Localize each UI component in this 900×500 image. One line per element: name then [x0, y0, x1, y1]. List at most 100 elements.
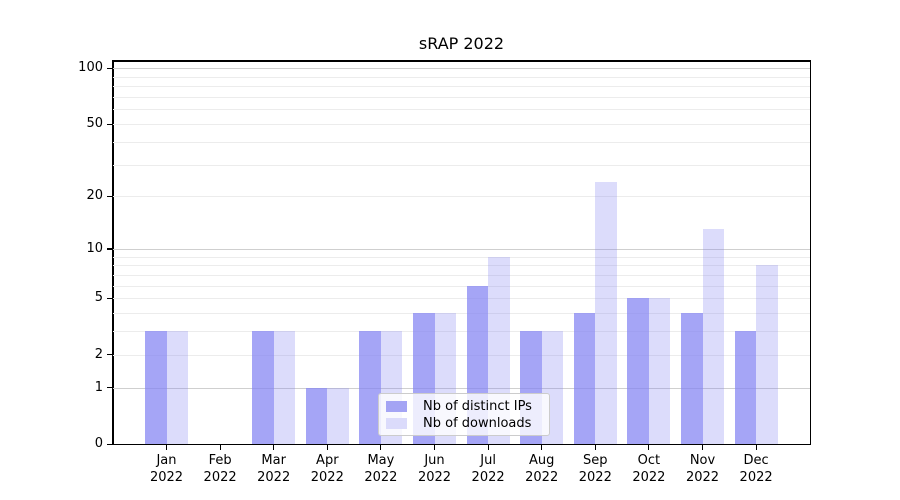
y-tick-label-10: 10 [86, 240, 103, 256]
grid-line-minor-8 [113, 265, 810, 267]
x-tick-label-month: Feb [208, 453, 232, 468]
legend-entry-downloads: Nb of downloads [386, 415, 541, 432]
y-tick-label-100: 100 [78, 60, 103, 76]
x-tick-label-sep: Sep 2022 [565, 452, 625, 486]
x-tick-label-year: 2022 [739, 470, 773, 485]
x-tick-label-year: 2022 [685, 470, 720, 485]
bar-downloads-oct [648, 298, 671, 444]
x-tick-mark-may [380, 445, 382, 450]
bar-downloads-sep [595, 182, 617, 444]
y-tick-mark-10 [107, 248, 113, 250]
y-tick-label-5: 5 [94, 290, 103, 306]
x-tick-mark-feb [219, 445, 221, 450]
grid-line-minor-20 [113, 196, 810, 198]
x-tick-label-month: Jun [424, 453, 445, 468]
x-tick-mark-jun [433, 445, 436, 450]
x-tick-label-year: 2022 [417, 470, 452, 485]
legend-entry-distinct-ips: Nb of distinct IPs [386, 398, 541, 415]
x-tick-mark-jul [487, 445, 489, 450]
x-tick-mark-aug [541, 445, 543, 450]
plot-area: Nb of distinct IPs Nb of downloads [113, 60, 810, 444]
x-tick-mark-oct [648, 445, 650, 450]
x-tick-label-mar: Mar 2022 [244, 452, 304, 486]
x-tick-label-month: Jul [480, 453, 496, 468]
y-axis-spine [112, 60, 114, 445]
y-tick-label-0: 0 [94, 436, 103, 451]
plot-right-spine [809, 60, 811, 445]
y-tick-mark-50 [107, 123, 113, 125]
grid-line-major-100 [113, 68, 810, 70]
bar-downloads-jan [166, 331, 188, 444]
x-tick-label-month: Aug [528, 453, 555, 468]
x-tick-label-month: May [367, 453, 395, 468]
x-tick-label-month: Jan [156, 453, 177, 468]
legend-label-downloads: Nb of downloads [423, 416, 532, 431]
x-tick-label-aug: Aug 2022 [512, 452, 572, 486]
x-tick-mark-jan [165, 445, 168, 450]
x-tick-label-jan: Jan 2022 [137, 452, 197, 486]
bar-distinct-ips-may [359, 331, 381, 444]
x-tick-label-year: 2022 [149, 470, 184, 485]
grid-line-minor-5 [113, 298, 810, 300]
x-tick-mark-mar [273, 445, 275, 450]
x-tick-label-month: Sep [583, 453, 608, 468]
x-tick-label-year: 2022 [632, 470, 666, 485]
x-tick-mark-dec [755, 445, 757, 450]
y-tick-label-2: 2 [94, 346, 103, 362]
grid-line-minor-40 [113, 141, 810, 143]
x-tick-label-year: 2022 [203, 470, 237, 485]
x-tick-label-apr: Apr 2022 [297, 452, 357, 486]
x-tick-label-month: Mar [261, 453, 286, 468]
x-tick-label-jun: Jun 2022 [405, 452, 465, 486]
y-tick-label-1: 1 [94, 379, 103, 395]
bar-distinct-ips-jan [145, 331, 167, 444]
x-tick-label-oct: Oct 2022 [619, 452, 679, 486]
x-tick-label-year: 2022 [578, 470, 612, 485]
x-tick-label-month: Oct [637, 453, 661, 468]
chart-title: sRAP 2022 [418, 34, 505, 53]
y-tick-label-20: 20 [86, 188, 103, 204]
grid-line-minor-3 [113, 331, 810, 333]
plot-top-spine [112, 60, 811, 62]
y-tick-mark-2 [107, 354, 113, 356]
grid-line-minor-9 [113, 256, 810, 258]
bar-downloads-nov [702, 229, 724, 444]
grid-line-minor-60 [113, 109, 810, 111]
x-tick-mark-sep [594, 445, 596, 450]
legend-swatch-distinct-ips [386, 401, 407, 412]
legend: Nb of distinct IPs Nb of downloads [378, 393, 550, 436]
grid-line-minor-6 [113, 285, 810, 287]
grid-line-major-10 [113, 248, 810, 250]
bar-distinct-ips-oct [627, 298, 649, 444]
bar-distinct-ips-nov [681, 313, 703, 444]
x-tick-label-jul: Jul 2022 [458, 452, 518, 486]
x-tick-label-month: Nov [689, 453, 716, 468]
grid-line-minor-4 [113, 313, 810, 315]
grid-line-minor-70 [113, 97, 810, 99]
grid-line-minor-7 [113, 274, 810, 276]
y-tick-mark-5 [107, 297, 113, 299]
grid-line-major-1 [113, 387, 810, 389]
x-tick-mark-apr [326, 445, 328, 450]
bar-distinct-ips-mar [252, 331, 274, 444]
bar-distinct-ips-apr [305, 387, 328, 444]
x-axis-spine [112, 443, 811, 445]
x-tick-label-year: 2022 [471, 470, 505, 485]
x-tick-mark-nov [701, 445, 704, 450]
x-tick-label-nov: Nov 2022 [673, 452, 733, 486]
x-tick-label-month: Apr [316, 453, 339, 468]
grid-line-minor-30 [113, 164, 810, 166]
x-tick-label-year: 2022 [257, 470, 291, 485]
bar-downloads-mar [273, 331, 296, 444]
x-tick-label-year: 2022 [310, 470, 344, 485]
bar-distinct-ips-sep [573, 313, 596, 444]
x-tick-label-year: 2022 [364, 470, 398, 485]
bar-downloads-apr [327, 387, 349, 444]
y-tick-mark-0 [107, 443, 113, 445]
grid-line-minor-90 [113, 76, 810, 78]
y-tick-mark-20 [107, 195, 113, 197]
y-tick-label-50: 50 [86, 116, 103, 132]
y-tick-mark-100 [107, 67, 113, 70]
x-tick-label-dec: Dec 2022 [726, 452, 786, 486]
